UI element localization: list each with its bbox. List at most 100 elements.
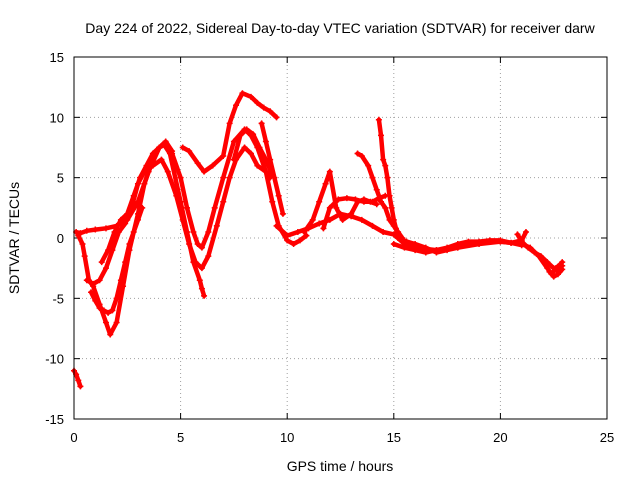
grid: [74, 57, 607, 419]
data-point-marker: [117, 216, 124, 223]
data-point-marker: [247, 93, 254, 100]
series-track-19: [546, 266, 566, 280]
data-point-marker: [113, 319, 120, 326]
data-point-marker: [83, 277, 90, 284]
y-tick-label: 10: [50, 110, 64, 125]
data-point-marker: [83, 227, 90, 234]
data-point-marker: [75, 377, 82, 384]
series-track-8: [230, 126, 276, 179]
data-point-marker: [284, 232, 291, 239]
data-point-marker: [105, 309, 112, 316]
data-point-marker: [269, 198, 276, 205]
x-tick-label: 20: [493, 430, 507, 445]
data-point-marker: [90, 280, 97, 287]
data-point-marker: [518, 241, 525, 248]
data-point-marker: [77, 383, 84, 390]
data-point-marker: [365, 162, 372, 169]
data-point-marker: [275, 192, 282, 199]
y-tick-label: 5: [57, 171, 64, 186]
data-point-marker: [335, 196, 342, 203]
data-point-marker: [183, 204, 190, 211]
data-point-marker: [107, 331, 114, 338]
data-point-marker: [369, 174, 376, 181]
data-point-marker: [109, 307, 116, 314]
data-point-marker: [98, 259, 105, 266]
data-point-marker: [497, 238, 504, 245]
data-point-marker: [137, 174, 144, 181]
data-point-marker: [226, 174, 233, 181]
data-point-marker: [433, 249, 440, 256]
data-point-marker: [134, 216, 141, 223]
data-point-marker: [267, 156, 274, 163]
data-point-marker: [384, 174, 391, 181]
data-point-marker: [186, 148, 193, 155]
data-point-marker: [326, 168, 333, 175]
data-point-marker: [262, 138, 269, 145]
y-tick-label: -10: [45, 352, 64, 367]
data-point-marker: [233, 102, 240, 109]
data-point-marker: [316, 198, 323, 205]
data-point-marker: [527, 244, 534, 251]
data-point-marker: [258, 120, 265, 127]
data-point-marker: [354, 150, 361, 157]
data-point-marker: [294, 228, 301, 235]
series-track-5: [88, 204, 146, 316]
data-point-marker: [544, 265, 551, 272]
data-point-marker: [322, 180, 329, 187]
data-point-marker: [173, 192, 180, 199]
data-point-marker: [96, 277, 103, 284]
data-point-marker: [271, 174, 278, 181]
data-point-marker: [522, 228, 529, 235]
data-point-marker: [102, 225, 109, 232]
data-point-marker: [220, 152, 227, 159]
data-point-marker: [254, 162, 261, 169]
data-point-marker: [102, 265, 109, 272]
data-point-marker: [320, 225, 327, 232]
data-point-marker: [81, 253, 88, 260]
series-track-4: [83, 144, 274, 287]
data-point-marker: [156, 144, 163, 151]
data-point-marker: [100, 307, 107, 314]
series-track-9: [258, 120, 286, 217]
data-point-marker: [360, 198, 367, 205]
data-point-marker: [395, 235, 402, 241]
data-point-marker: [552, 265, 559, 272]
data-point-marker: [380, 228, 387, 235]
data-point-marker: [201, 292, 208, 299]
data-point-marker: [373, 186, 380, 193]
plot-frame: [73, 56, 608, 420]
data-point-marker: [262, 168, 269, 175]
data-point-marker: [296, 237, 303, 244]
data-point-marker: [209, 162, 216, 169]
series-track-6: [98, 138, 176, 266]
data-point-marker: [401, 244, 408, 251]
data-point-marker: [102, 319, 109, 326]
series-track-14: [375, 116, 402, 241]
data-point-marker: [316, 220, 323, 227]
series-track-12: [320, 192, 389, 232]
data-point-marker: [390, 241, 397, 248]
data-point-marker: [343, 195, 350, 202]
data-point-marker: [162, 138, 169, 145]
data-point-marker: [194, 160, 201, 167]
series-trace: [180, 90, 279, 174]
data-point-marker: [260, 104, 267, 111]
data-point-marker: [75, 232, 82, 239]
data-point-marker: [130, 192, 137, 199]
data-point-marker: [382, 162, 389, 169]
data-point-marker: [226, 120, 233, 127]
data-point-marker: [514, 231, 521, 238]
data-point-marker: [403, 238, 410, 245]
data-point-marker: [169, 148, 176, 155]
data-point-marker: [559, 266, 566, 273]
data-point-marker: [390, 216, 397, 223]
data-point-marker: [508, 239, 515, 246]
series-trace: [71, 368, 83, 389]
data-point-marker: [380, 156, 387, 163]
data-point-marker: [141, 180, 148, 187]
data-point-marker: [124, 210, 131, 217]
data-point-marker: [164, 168, 171, 175]
y-tick-label: 15: [50, 50, 64, 65]
data-point-marker: [177, 174, 184, 181]
data-point-marker: [139, 204, 146, 211]
